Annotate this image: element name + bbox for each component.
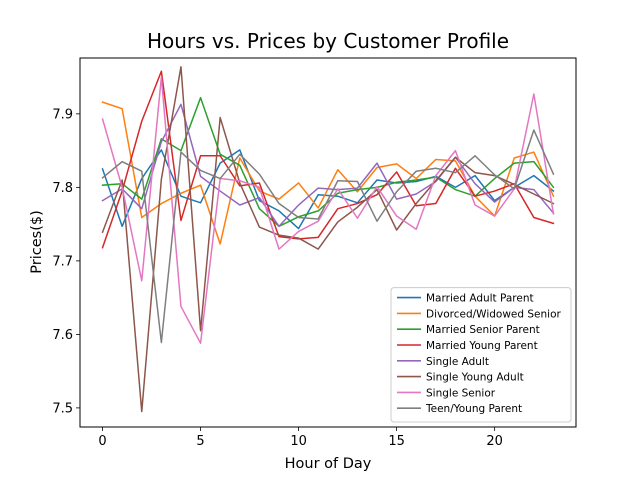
x-axis-title: Hour of Day	[285, 456, 372, 472]
x-tick-label: 15	[388, 434, 405, 449]
y-axis-title: Prices($)	[29, 210, 45, 273]
legend-label-2: Married Senior Parent	[426, 324, 540, 336]
legend-label-4: Single Adult	[426, 356, 489, 368]
x-tick-label: 5	[196, 434, 204, 449]
chart-title: Hours vs. Prices by Customer Profile	[147, 29, 509, 53]
legend-label-0: Married Adult Parent	[426, 293, 534, 305]
series-layer	[101, 66, 555, 413]
y-tick-label: 7.7	[52, 254, 73, 269]
plot-area-frame	[79, 57, 577, 428]
legend-label-5: Single Young Adult	[426, 372, 524, 384]
y-tick-label: 7.5	[52, 401, 73, 416]
series-line-2	[101, 96, 555, 228]
legend-label-6: Single Senior	[426, 387, 496, 399]
y-axis: 7.5 7.6 7.7 7.8 7.9	[52, 107, 80, 416]
legend-label-3: Married Young Parent	[426, 340, 538, 352]
series-line-4	[101, 103, 555, 228]
legend-box	[390, 287, 572, 423]
series-line-3	[101, 70, 555, 249]
x-tick-label: 10	[290, 434, 307, 449]
y-tick-label: 7.9	[52, 107, 73, 122]
legend-label-1: Divorced/Widowed Senior	[426, 308, 561, 320]
series-line-7	[101, 129, 555, 344]
y-tick-label: 7.8	[52, 181, 73, 196]
x-tick-label: 20	[486, 434, 503, 449]
x-axis: 0 5 10 15 20	[98, 427, 503, 449]
legend: Married Adult Parent Divorced/Widowed Sen…	[390, 287, 572, 423]
legend-label-7: Teen/Young Parent	[425, 403, 522, 415]
series-line-6	[101, 76, 555, 344]
y-tick-label: 7.6	[52, 328, 73, 343]
x-tick-label: 0	[98, 434, 106, 449]
series-line-5	[101, 66, 555, 413]
